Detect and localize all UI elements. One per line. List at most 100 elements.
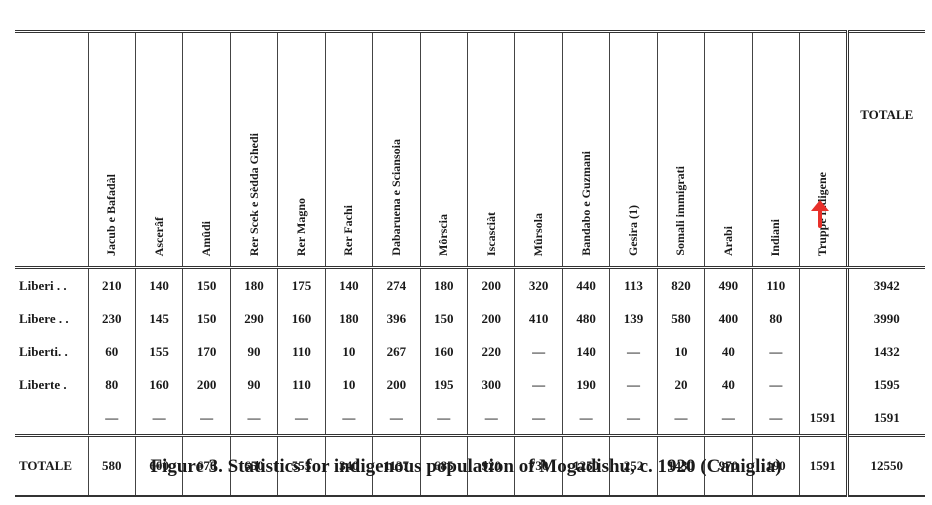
- table-row: Liberti. . 60 155 170 90 110 10 267 160 220—140—1…: [15, 335, 925, 368]
- cell: —: [419, 401, 468, 436]
- cell: —: [751, 335, 800, 368]
- cell: 140: [324, 267, 373, 302]
- cell: 195: [419, 368, 468, 401]
- column-header: TOTALE: [845, 31, 925, 269]
- cell: 685: [419, 434, 468, 496]
- cell: 180: [419, 267, 468, 302]
- cell: 12550: [845, 434, 925, 496]
- column-header: Ascerâf: [134, 31, 183, 269]
- row-label: Libere . .: [19, 310, 69, 326]
- table-row: TOTALE 580 600 670 650 555 340 1137 685 920 730 125…: [15, 434, 925, 496]
- cell: —: [134, 401, 183, 436]
- cell: —: [182, 401, 231, 436]
- cell: 80: [87, 368, 136, 401]
- cell: —: [751, 368, 800, 401]
- header-text: Amûdi: [199, 220, 214, 256]
- cell: 1591: [799, 434, 847, 496]
- cell: 113: [609, 267, 658, 302]
- cell: 190: [751, 434, 800, 496]
- cell: 396: [372, 302, 421, 335]
- red-arrow: [811, 200, 829, 228]
- cell: 180: [324, 302, 373, 335]
- cell: 600: [134, 434, 183, 496]
- cell: 340: [324, 434, 373, 496]
- column-header: Môrscia: [419, 31, 468, 269]
- row-label: TOTALE: [15, 434, 88, 496]
- header-text: Arabi: [720, 226, 735, 256]
- cell: [799, 335, 847, 368]
- cell: 110: [277, 368, 326, 401]
- header-text: Somali immigrati: [673, 166, 688, 256]
- header-text: Rer Scek e Sèdda Ghedi: [246, 132, 261, 256]
- column-header: Mûrsola: [514, 31, 563, 269]
- cell: —: [324, 401, 373, 436]
- header-text: Iscasciàt: [483, 212, 498, 256]
- cell: 200: [182, 368, 231, 401]
- cell: —: [609, 335, 658, 368]
- row-label: Liberte .: [19, 376, 67, 392]
- column-header: Rer Fachi: [324, 31, 373, 269]
- column-header: Gesira (1): [609, 31, 658, 269]
- cell: 410: [514, 302, 563, 335]
- cell: 1137: [372, 434, 421, 496]
- cell: —: [277, 401, 326, 436]
- cell: 160: [277, 302, 326, 335]
- cell: 190: [561, 368, 610, 401]
- header-text: Rer Fachi: [341, 205, 356, 256]
- table-row: Liberte . 80 160 200 90 110 10 200 195 300—190—20…: [15, 368, 925, 401]
- cell: 90: [229, 368, 278, 401]
- cell: —: [372, 401, 421, 436]
- cell: —: [229, 401, 278, 436]
- cell: 90: [229, 335, 278, 368]
- table-row: — — — — — — — — — — — — — — —1591 1591: [15, 401, 925, 436]
- cell: 150: [182, 267, 231, 302]
- cell: 180: [229, 267, 278, 302]
- cell: 400: [704, 302, 753, 335]
- cell: 580: [87, 434, 136, 496]
- cell: —: [87, 401, 136, 436]
- cell: 267: [372, 335, 421, 368]
- cell: 80: [751, 302, 800, 335]
- column-header: Truppe indigene: [799, 31, 847, 269]
- column-header: Rer Magno: [277, 31, 326, 269]
- cell: 110: [751, 267, 800, 302]
- header-text: Indiani: [768, 218, 783, 256]
- cell: 320: [514, 267, 563, 302]
- cell: —: [751, 401, 800, 436]
- cell: 555: [277, 434, 326, 496]
- cell: 200: [372, 368, 421, 401]
- cell: —: [609, 368, 658, 401]
- cell: —: [514, 335, 563, 368]
- header-text: Mûrsola: [531, 212, 546, 256]
- cell: 140: [134, 267, 183, 302]
- row-label: [15, 401, 88, 436]
- cell: 490: [704, 267, 753, 302]
- table-row: Liberi . . 210 140 150 180 175 140 274 180 200 320…: [15, 267, 925, 302]
- cell: [799, 267, 847, 302]
- column-header: Amûdi: [182, 31, 231, 269]
- cell: 290: [229, 302, 278, 335]
- cell: 274: [372, 267, 421, 302]
- cell: —: [561, 401, 610, 436]
- header-text: Rer Magno: [293, 197, 308, 256]
- cell: 10: [324, 335, 373, 368]
- column-header: Indiani: [751, 31, 800, 269]
- cell: 820: [656, 267, 705, 302]
- cell: 920: [466, 434, 515, 496]
- cell: 110: [277, 335, 326, 368]
- cell: 1250: [561, 434, 610, 496]
- column-header: Bandabo e Guzmani: [561, 31, 610, 269]
- header-text: Dabaruena e Sciansoia: [388, 139, 403, 256]
- cell: 730: [514, 434, 563, 496]
- cell: 300: [466, 368, 515, 401]
- header-row: Jacub e Bafadàl Ascerâf Amûdi Rer Scek e Sè…: [15, 31, 925, 269]
- cell: 200: [466, 302, 515, 335]
- cell: 40: [704, 368, 753, 401]
- cell: 40: [704, 335, 753, 368]
- cell: 440: [561, 267, 610, 302]
- column-header: Somali immigrati: [656, 31, 705, 269]
- cell: —: [514, 368, 563, 401]
- column-header: Dabaruena e Sciansoia: [372, 31, 421, 269]
- column-header: Arabi: [704, 31, 753, 269]
